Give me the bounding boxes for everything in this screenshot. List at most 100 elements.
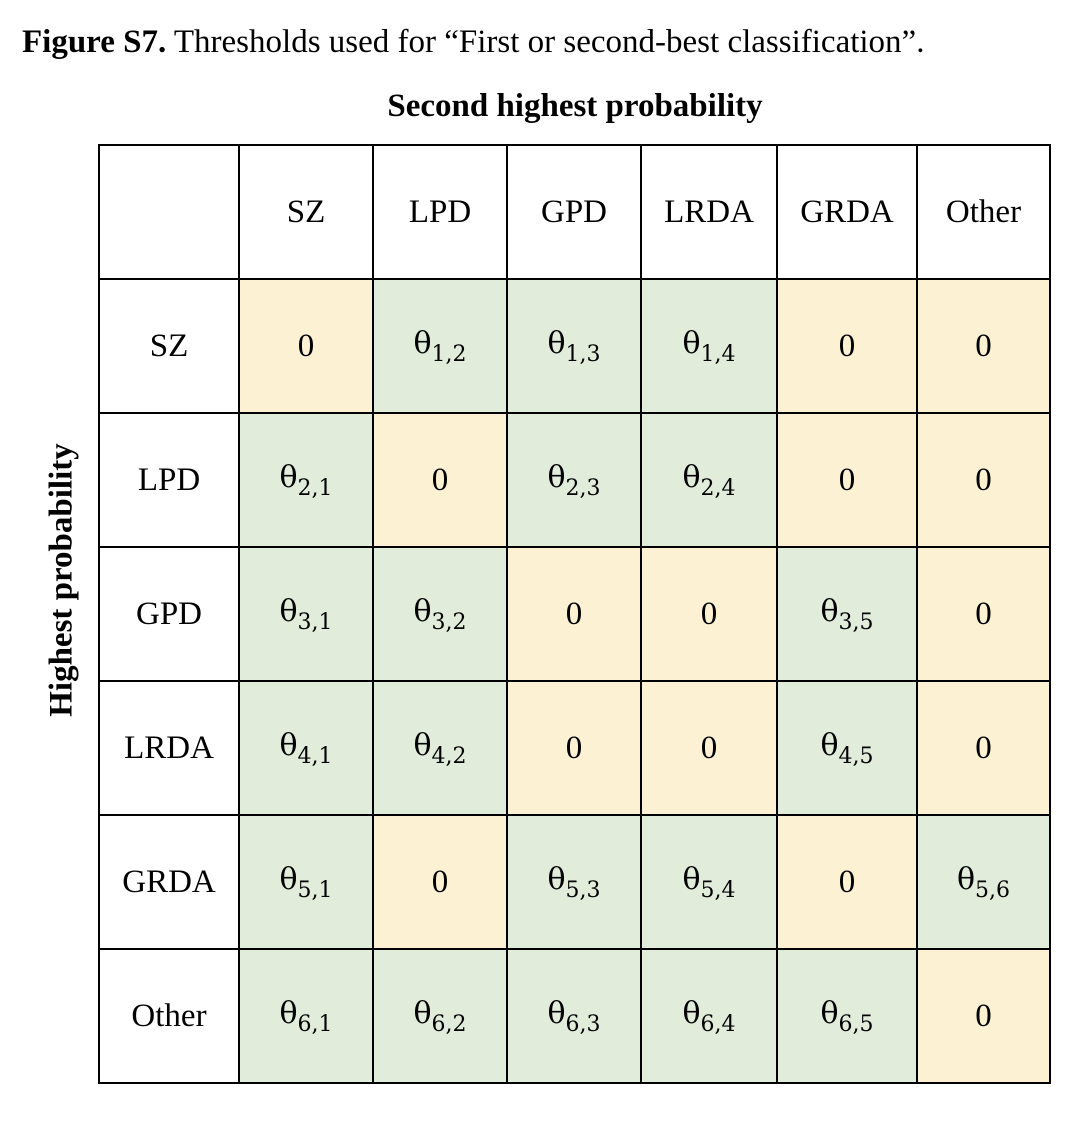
threshold-symbol: θ [682,862,701,897]
threshold-symbol: θ [547,460,566,495]
threshold-index: 2,1 [297,476,333,501]
threshold: θ2,3 [547,460,600,501]
threshold-symbol: θ [820,996,839,1031]
row-header: GRDA [98,814,240,950]
caption: Figure S7. Thresholds used for “First or… [22,24,924,61]
threshold-table: SZ LPD GPD LRDA GRDA Other SZ 0 θ1,2 θ1,3 θ1,4 0 0 LP… [98,144,1051,1084]
threshold-symbol: θ [279,594,298,629]
cell: 0 [640,680,778,816]
row-header: SZ [98,278,240,414]
cell: 0 [916,412,1051,548]
cell: θ5,1 [238,814,374,950]
threshold-index: 1,4 [700,342,736,367]
cell-value: 0 [975,327,992,364]
threshold-symbol: θ [413,326,432,361]
cell: θ1,3 [506,278,642,414]
threshold-index: 3,1 [297,610,333,635]
threshold-index: 5,1 [297,878,333,903]
threshold-symbol: θ [279,996,298,1031]
cell-value: 0 [838,461,856,498]
threshold-index: 5,3 [565,878,601,903]
threshold-index: 5,6 [975,878,1011,903]
threshold-index: 5,4 [700,878,736,903]
threshold-symbol: θ [820,594,839,629]
column-header: Other [916,144,1051,280]
cell: θ6,4 [640,948,778,1084]
cell-value: 0 [838,863,856,900]
row-header: LPD [98,412,240,548]
cell-value: 0 [975,997,992,1034]
cell-value: 0 [838,327,856,364]
threshold: θ5,3 [547,862,600,903]
threshold: θ4,1 [279,728,332,769]
column-header: GRDA [776,144,918,280]
cell-value: 0 [975,595,992,632]
threshold-symbol: θ [279,460,298,495]
cell: 0 [372,412,508,548]
threshold-symbol: θ [413,996,432,1031]
threshold-symbol: θ [413,728,432,763]
cell: 0 [916,680,1051,816]
threshold: θ3,5 [820,594,873,635]
row-header: LRDA [98,680,240,816]
threshold-symbol: θ [547,996,566,1031]
threshold: θ1,3 [547,326,600,367]
cell: θ2,1 [238,412,374,548]
cell: θ3,1 [238,546,374,682]
threshold-symbol: θ [956,862,976,897]
column-header: SZ [238,144,374,280]
threshold-index: 3,2 [431,610,467,635]
caption-label: Figure S7. [22,24,167,60]
threshold: θ5,6 [956,862,1010,903]
threshold: θ1,2 [413,326,466,367]
threshold: θ3,2 [413,594,466,635]
column-axis-title: Second highest probability [387,88,763,124]
cell: 0 [506,546,642,682]
cell-value: 0 [700,729,718,766]
threshold: θ6,3 [547,996,600,1037]
cell: θ3,2 [372,546,508,682]
cell-value: 0 [565,729,583,766]
cell: θ6,3 [506,948,642,1084]
threshold-index: 4,5 [838,744,874,769]
cell: θ5,3 [506,814,642,950]
threshold: θ2,1 [279,460,332,501]
cell-value: 0 [431,461,449,498]
threshold: θ2,4 [682,460,735,501]
cell: θ3,5 [776,546,918,682]
row-header: Other [98,948,240,1084]
cell: 0 [372,814,508,950]
cell: 0 [916,948,1051,1084]
threshold: θ4,5 [820,728,873,769]
threshold: θ4,2 [413,728,466,769]
cell-value: 0 [700,595,718,632]
cell: θ6,5 [776,948,918,1084]
threshold: θ3,1 [279,594,332,635]
header-row: SZ LPD GPD LRDA GRDA Other [98,144,1051,280]
cell: θ4,2 [372,680,508,816]
row-axis-title: Highest probability [43,443,80,717]
cell: θ1,2 [372,278,508,414]
cell: θ6,2 [372,948,508,1084]
cell: 0 [776,412,918,548]
threshold-index: 6,2 [431,1012,467,1037]
cell: 0 [506,680,642,816]
threshold-index: 3,5 [838,610,874,635]
threshold-symbol: θ [547,326,566,361]
cell: 0 [640,546,778,682]
column-header: LRDA [640,144,778,280]
table-row: LRDA θ4,1 θ4,2 0 0 θ4,5 0 [98,680,1051,816]
threshold-index: 6,1 [297,1012,333,1037]
cell: θ5,4 [640,814,778,950]
cell: 0 [916,546,1051,682]
threshold: θ5,4 [682,862,735,903]
column-header: GPD [506,144,642,280]
table-row: SZ 0 θ1,2 θ1,3 θ1,4 0 0 [98,278,1051,414]
caption-text: Thresholds used for “First or second-bes… [173,24,925,60]
threshold-index: 1,2 [431,342,467,367]
cell-value: 0 [975,461,992,498]
threshold-index: 4,2 [431,744,467,769]
cell: θ6,1 [238,948,374,1084]
cell: 0 [916,278,1051,414]
threshold-index: 6,4 [700,1012,736,1037]
